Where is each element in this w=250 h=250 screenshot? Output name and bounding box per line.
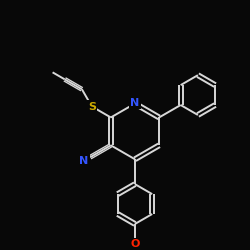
Text: O: O xyxy=(130,239,140,249)
Text: N: N xyxy=(80,156,89,166)
Text: N: N xyxy=(130,98,140,108)
Text: S: S xyxy=(88,102,96,112)
